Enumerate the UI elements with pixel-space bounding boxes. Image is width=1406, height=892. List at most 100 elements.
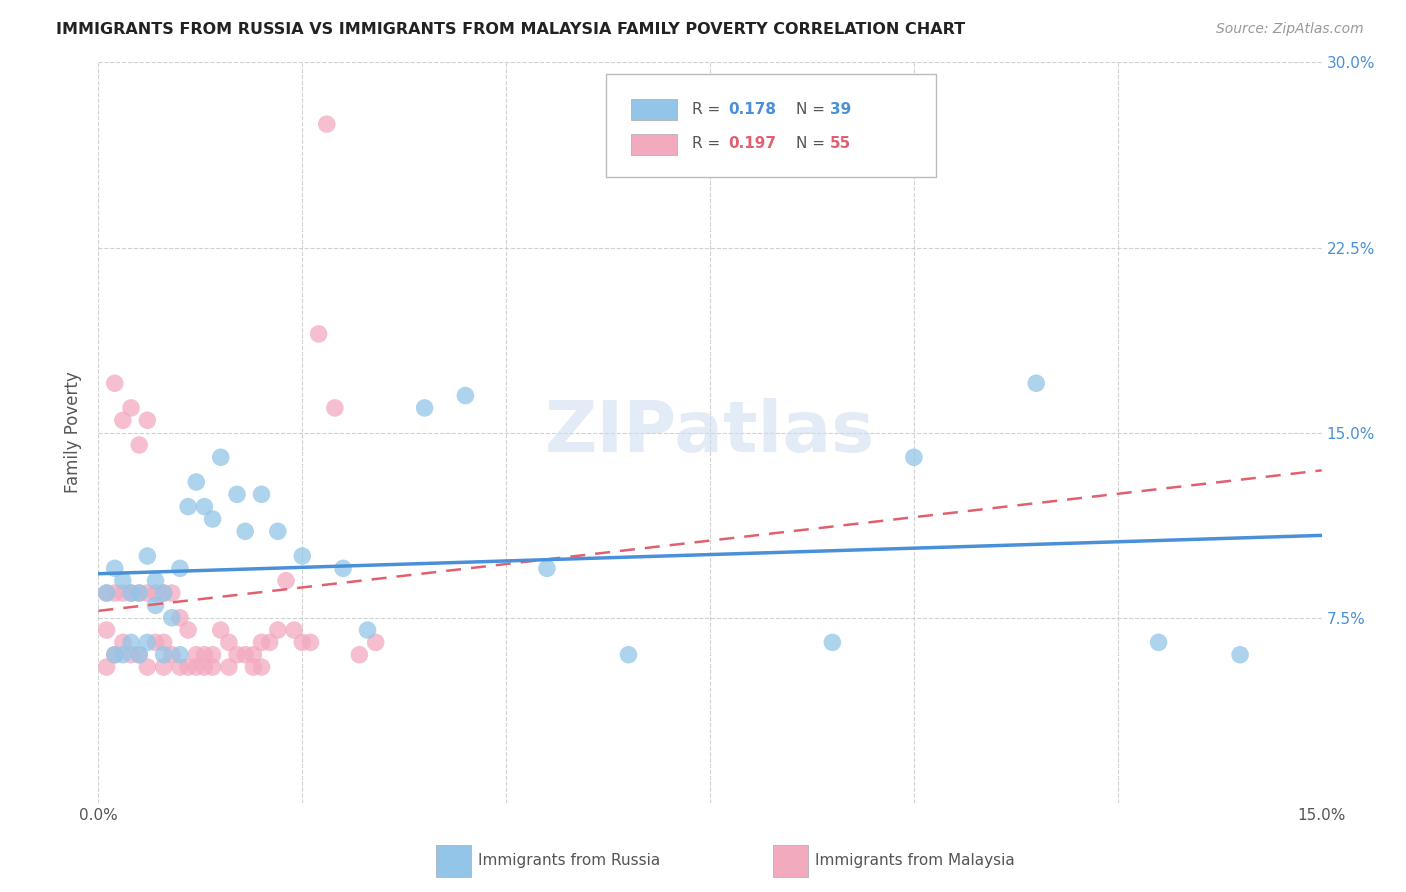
Point (1229, 648, 1251, 662)
Point (186, 648, 208, 662)
Point (177, 500, 200, 514)
Text: Immigrants from Malaysia: Immigrants from Malaysia (815, 854, 1015, 868)
Point (111, 635, 134, 649)
Point (145, 635, 167, 649)
Text: N =: N = (796, 102, 830, 117)
Point (193, 660, 215, 674)
Point (209, 623, 232, 637)
Point (145, 599, 167, 613)
Point (169, 660, 191, 674)
Point (177, 623, 200, 637)
Point (136, 635, 159, 649)
Point (903, 450, 925, 465)
Point (128, 648, 150, 662)
Point (226, 648, 249, 662)
Point (128, 586, 150, 600)
Point (233, 648, 256, 662)
Text: N =: N = (796, 136, 830, 152)
Point (209, 450, 232, 465)
Point (136, 549, 159, 563)
Point (226, 487, 249, 501)
Text: ZIPatlas: ZIPatlas (546, 398, 875, 467)
Point (299, 635, 322, 649)
Point (145, 586, 167, 600)
Point (259, 635, 281, 649)
Point (104, 376, 127, 391)
Point (193, 500, 215, 514)
Point (250, 635, 273, 649)
Point (283, 623, 305, 637)
Point (169, 561, 191, 575)
Point (152, 586, 174, 600)
Text: R =: R = (692, 136, 725, 152)
Point (233, 524, 256, 539)
Point (136, 586, 159, 600)
Point (111, 648, 134, 662)
Point (136, 413, 159, 427)
FancyBboxPatch shape (606, 73, 936, 178)
Point (186, 660, 208, 674)
Point (267, 524, 290, 539)
Point (250, 660, 273, 674)
Point (128, 648, 150, 662)
Point (152, 648, 174, 662)
Point (267, 623, 290, 637)
Text: 0.197: 0.197 (728, 136, 776, 152)
Point (120, 586, 142, 600)
Point (160, 586, 183, 600)
Point (152, 660, 174, 674)
Point (96, 586, 118, 600)
Bar (630, 100, 678, 120)
Point (120, 635, 142, 649)
Point (218, 635, 240, 649)
Point (160, 611, 183, 625)
Point (104, 586, 127, 600)
Point (291, 549, 314, 563)
Point (364, 635, 387, 649)
Text: 55: 55 (830, 136, 851, 152)
Point (536, 561, 558, 575)
Text: Source: ZipAtlas.com: Source: ZipAtlas.com (1216, 22, 1364, 37)
Point (120, 586, 142, 600)
Point (413, 401, 436, 415)
Point (201, 648, 224, 662)
Point (111, 574, 134, 588)
Point (120, 648, 142, 662)
Point (218, 660, 240, 674)
Point (617, 648, 640, 662)
Point (160, 648, 183, 662)
Point (821, 635, 844, 649)
Point (96, 660, 118, 674)
Text: 39: 39 (830, 102, 851, 117)
Point (104, 648, 127, 662)
Text: Immigrants from Russia: Immigrants from Russia (478, 854, 661, 868)
Point (152, 586, 174, 600)
Point (201, 512, 224, 526)
Point (169, 611, 191, 625)
Point (104, 648, 127, 662)
Point (193, 648, 215, 662)
Point (177, 660, 200, 674)
Point (145, 574, 167, 588)
Point (1025, 376, 1047, 391)
Point (315, 117, 337, 131)
Point (332, 561, 354, 575)
Point (201, 660, 224, 674)
Point (152, 635, 174, 649)
Point (120, 401, 142, 415)
Point (96, 623, 118, 637)
Point (111, 586, 134, 600)
Point (291, 635, 314, 649)
Text: R =: R = (692, 102, 725, 117)
Point (242, 648, 264, 662)
Bar (630, 135, 678, 155)
Point (242, 660, 264, 674)
Text: IMMIGRANTS FROM RUSSIA VS IMMIGRANTS FROM MALAYSIA FAMILY POVERTY CORRELATION CH: IMMIGRANTS FROM RUSSIA VS IMMIGRANTS FRO… (56, 22, 966, 37)
Point (1147, 635, 1170, 649)
Point (128, 438, 150, 452)
Point (136, 660, 159, 674)
Point (250, 487, 273, 501)
Point (186, 475, 208, 489)
Point (96, 586, 118, 600)
Point (274, 574, 297, 588)
